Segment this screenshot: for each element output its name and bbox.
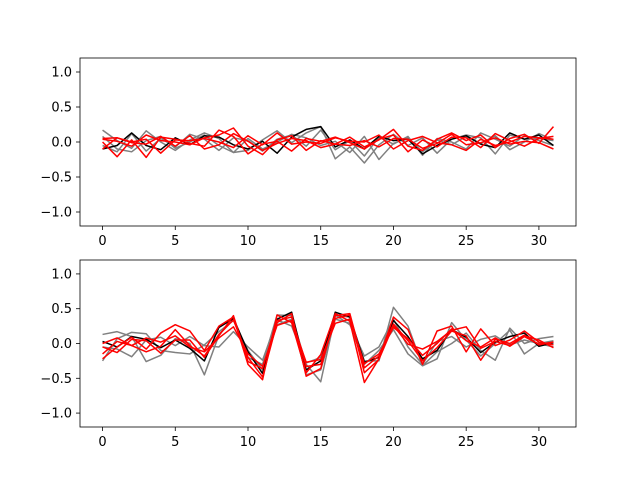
x-tick-label: 5	[171, 234, 179, 249]
subplot-1: 0 5 10 15 20 25 30 −1.0 −0.5 0.0 0.5 1.0	[40, 57, 577, 249]
x-tick-label: 25	[458, 234, 475, 249]
x-tick-label: 20	[385, 435, 402, 450]
subplot-2: 0 5 10 15 20 25 30 −1.0 −0.5 0.0 0.5 1.0	[40, 259, 577, 450]
series-line-4	[102, 311, 554, 375]
x-tick-label: 10	[240, 435, 257, 450]
y-tick-label: −1.0	[40, 206, 72, 221]
x-tick-label: 0	[98, 435, 106, 450]
x-tick-label: 20	[385, 234, 402, 249]
y-tick-label: 0.0	[51, 337, 72, 352]
series-line-8	[102, 132, 554, 154]
x-tick-label: 5	[171, 435, 179, 450]
series-line-8	[102, 318, 554, 368]
y-tick-label: −1.0	[40, 407, 72, 422]
y-tick-label: −0.5	[40, 171, 72, 186]
x-tick-label: 30	[531, 435, 548, 450]
y-tick-label: 0.0	[51, 136, 72, 151]
x-tick-label: 30	[531, 234, 548, 249]
y-tick-label: 1.0	[51, 267, 72, 282]
x-tick-label: 15	[312, 435, 329, 450]
series-line-5	[102, 312, 554, 384]
y-tick-label: 1.0	[51, 66, 72, 81]
series-line-7	[102, 132, 554, 152]
x-tick-label: 15	[312, 234, 329, 249]
y-tick-label: 0.5	[51, 101, 72, 116]
x-tick-label: 25	[458, 435, 475, 450]
y-tick-label: 0.5	[51, 302, 72, 317]
series-line-5	[102, 126, 555, 156]
x-tick-label: 10	[240, 234, 257, 249]
x-tick-label: 0	[98, 234, 106, 249]
y-tick-label: −0.5	[40, 372, 72, 387]
